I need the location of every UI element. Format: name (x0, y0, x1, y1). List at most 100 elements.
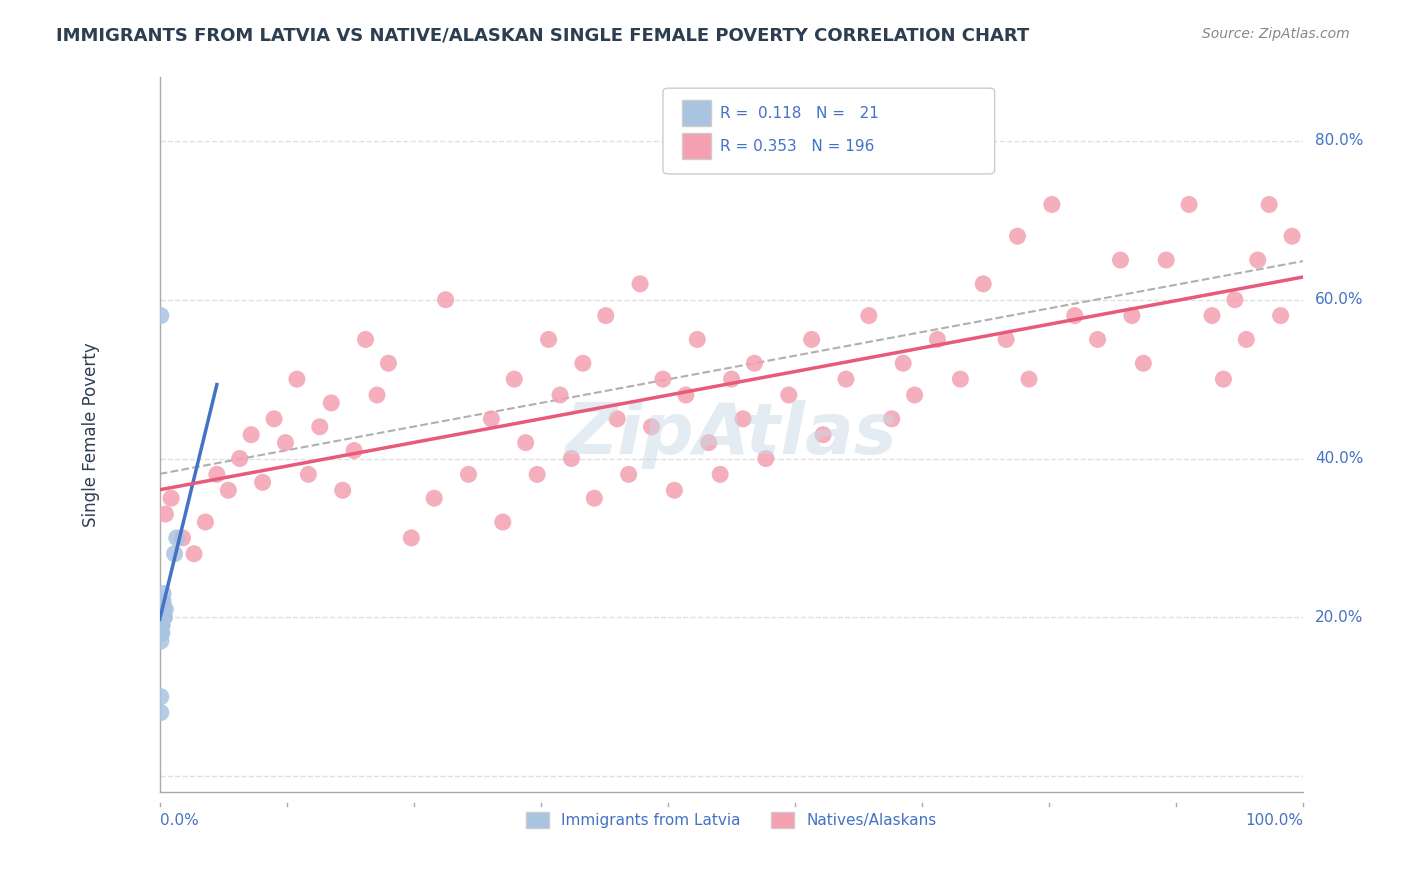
Point (149, 626, 172, 640)
Point (423, 491, 446, 506)
Point (240, 427, 263, 442)
Point (1132, 356, 1154, 370)
Point (503, 372, 526, 386)
Point (172, 531, 194, 545)
Point (153, 610, 176, 624)
Point (457, 467, 479, 482)
Point (1040, 197, 1063, 211)
Point (652, 372, 675, 386)
Point (152, 594, 174, 608)
Text: IMMIGRANTS FROM LATVIA VS NATIVE/ALASKAN SINGLE FEMALE POVERTY CORRELATION CHART: IMMIGRANTS FROM LATVIA VS NATIVE/ALASKAN… (56, 27, 1029, 45)
Point (401, 531, 423, 545)
Text: ZipAtlas: ZipAtlas (565, 401, 897, 469)
Point (434, 293, 457, 307)
Point (150, 618, 173, 632)
Text: 80.0%: 80.0% (1315, 134, 1364, 148)
Point (1258, 197, 1281, 211)
Point (617, 467, 640, 482)
Text: 0.0%: 0.0% (160, 814, 198, 829)
Point (526, 467, 548, 482)
Point (1018, 372, 1040, 386)
Bar (682, 100, 711, 126)
Point (720, 372, 742, 386)
Point (697, 435, 720, 450)
Point (927, 333, 949, 347)
Point (155, 602, 177, 616)
Point (149, 690, 172, 704)
Point (755, 451, 778, 466)
Point (1121, 309, 1143, 323)
Point (744, 356, 766, 370)
Point (150, 610, 173, 624)
Point (1201, 309, 1223, 323)
Point (903, 388, 925, 402)
Point (1270, 309, 1292, 323)
Point (686, 333, 709, 347)
Point (606, 412, 628, 426)
Point (149, 634, 172, 648)
Point (1063, 309, 1085, 323)
Point (949, 372, 972, 386)
Text: Single Female Poverty: Single Female Poverty (82, 343, 100, 527)
Legend: Immigrants from Latvia, Natives/Alaskans: Immigrants from Latvia, Natives/Alaskans (520, 806, 943, 834)
Point (366, 388, 388, 402)
Point (163, 547, 186, 561)
Point (595, 309, 617, 323)
Point (548, 388, 571, 402)
Point (560, 451, 582, 466)
Text: R =  0.118   N =   21: R = 0.118 N = 21 (720, 105, 879, 120)
Point (343, 443, 366, 458)
Point (149, 602, 172, 616)
FancyBboxPatch shape (664, 88, 994, 174)
Point (150, 618, 173, 632)
Point (217, 483, 239, 498)
Point (1087, 333, 1109, 347)
Text: Source: ZipAtlas.com: Source: ZipAtlas.com (1202, 27, 1350, 41)
Point (1212, 372, 1234, 386)
Text: 20.0%: 20.0% (1315, 610, 1364, 624)
Point (263, 412, 285, 426)
Point (332, 483, 354, 498)
Point (880, 412, 903, 426)
Point (583, 491, 606, 506)
Text: 60.0%: 60.0% (1315, 293, 1364, 307)
Point (194, 515, 217, 529)
Point (1281, 229, 1303, 244)
Point (152, 586, 174, 600)
Point (675, 388, 697, 402)
Point (183, 547, 205, 561)
Point (1007, 229, 1029, 244)
Point (152, 610, 174, 624)
Point (492, 515, 515, 529)
Point (1247, 253, 1270, 268)
Point (150, 626, 173, 640)
Point (664, 483, 686, 498)
Point (149, 706, 172, 720)
Point (252, 475, 274, 490)
Text: R = 0.353   N = 196: R = 0.353 N = 196 (720, 138, 875, 153)
Point (274, 435, 297, 450)
Point (149, 602, 172, 616)
Point (800, 333, 823, 347)
Point (160, 491, 183, 506)
Point (308, 419, 330, 434)
Point (285, 372, 308, 386)
Point (572, 356, 595, 370)
Point (297, 467, 319, 482)
Point (152, 602, 174, 616)
Point (995, 333, 1018, 347)
Point (515, 435, 537, 450)
Point (1223, 293, 1246, 307)
Point (479, 412, 502, 426)
Point (811, 427, 834, 442)
Point (205, 467, 228, 482)
Point (858, 309, 880, 323)
Point (537, 333, 560, 347)
Point (835, 372, 858, 386)
Text: 40.0%: 40.0% (1315, 451, 1364, 466)
Point (354, 333, 377, 347)
Point (229, 451, 252, 466)
Point (1154, 253, 1177, 268)
Text: 100.0%: 100.0% (1246, 814, 1303, 829)
Point (891, 356, 914, 370)
